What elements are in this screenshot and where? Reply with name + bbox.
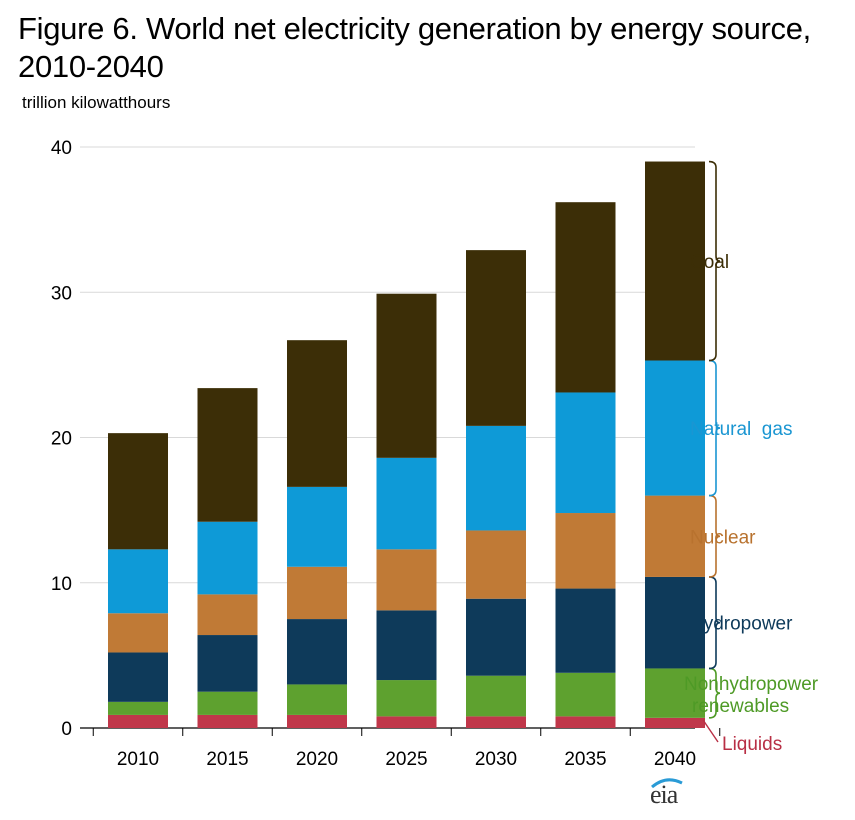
x-tick-label: 2035: [564, 749, 606, 770]
series-label-nuclear: Nuclear: [690, 527, 756, 548]
bar-segment-coal: [645, 161, 705, 361]
bar-segment-nuclear: [645, 495, 705, 577]
bar-segment-nonhydropower-renewables: [466, 675, 526, 717]
y-tick-label: 10: [51, 574, 72, 595]
bar-segment-natural-gas: [287, 486, 347, 567]
series-label-coal: Coal: [690, 252, 729, 273]
bar-segment-nonhydropower-renewables: [197, 691, 258, 715]
brace-hydropower: [708, 576, 721, 670]
x-tick-label: 2040: [654, 749, 696, 770]
bar-segment-natural-gas: [376, 457, 437, 550]
bar-segment-nonhydropower-renewables: [287, 684, 347, 715]
bar-segment-hydropower: [287, 619, 347, 685]
bar-segment-coal: [466, 250, 526, 426]
bar-segment-nonhydropower-renewables: [376, 680, 437, 717]
bar-segment-hydropower: [466, 598, 526, 676]
brace-coal: [708, 160, 721, 362]
bar-segment-nuclear: [376, 549, 437, 611]
eia-logo-swoosh-icon: [651, 778, 683, 789]
bar-segment-coal: [197, 388, 258, 522]
y-tick-label: 20: [51, 429, 72, 450]
bar-segment-natural-gas: [466, 425, 526, 531]
x-tick-label: 2025: [385, 749, 427, 770]
series-label-hydropower: Hydropower: [690, 614, 793, 635]
bar-segment-coal: [376, 293, 437, 458]
bar-segment-nuclear: [466, 530, 526, 599]
series-label-liquids: Liquids: [722, 734, 782, 755]
y-tick-label: 30: [51, 283, 72, 304]
bar-segment-natural-gas: [108, 549, 168, 614]
bar-segment-hydropower: [555, 588, 616, 673]
bar-segment-hydropower: [108, 652, 168, 702]
bar-segment-liquids: [645, 717, 705, 728]
series-label-nonhydropower-renewables-line2: renewables: [692, 696, 789, 717]
bar-segment-coal: [108, 433, 168, 550]
liquids-leader-line: [702, 719, 719, 743]
y-tick-label: 0: [61, 719, 72, 740]
bar-segment-liquids: [466, 716, 526, 728]
bar-segment-hydropower: [197, 635, 258, 692]
bar-segment-liquids: [197, 714, 258, 728]
bar-segment-liquids: [287, 714, 347, 728]
bar-segment-nuclear: [108, 613, 168, 653]
y-axis-unit-label: trillion kilowatthours: [22, 93, 171, 112]
x-tick-label: 2015: [206, 749, 248, 770]
series-label-natural-gas: Natural gas: [690, 419, 792, 440]
x-tick-label: 2010: [117, 749, 159, 770]
bar-segment-liquids: [555, 716, 616, 728]
x-tick-label: 2020: [296, 749, 338, 770]
bar-segment-liquids: [376, 716, 437, 728]
bar-segment-liquids: [108, 714, 168, 728]
bar-segment-hydropower: [645, 576, 705, 669]
brace-nuclear: [708, 494, 721, 578]
bar-segment-nuclear: [197, 594, 258, 636]
bar-segment-nuclear: [287, 566, 347, 620]
bar-segment-natural-gas: [645, 360, 705, 496]
series-label-nonhydropower-renewables: Nonhydropower: [684, 674, 819, 695]
bar-segment-coal: [287, 340, 347, 487]
bar-segment-nonhydropower-renewables: [555, 672, 616, 717]
y-tick-label: 40: [51, 138, 72, 159]
bar-segment-nuclear: [555, 513, 616, 589]
bar-segment-natural-gas: [197, 521, 258, 595]
brace-nonhydropower-renewables: [708, 667, 721, 719]
brace-natural-gas: [708, 359, 721, 497]
bar-segment-nonhydropower-renewables: [108, 701, 168, 715]
bar-segment-natural-gas: [555, 392, 616, 514]
bar-segment-hydropower: [376, 610, 437, 681]
bar-segment-coal: [555, 202, 616, 393]
bar-segment-nonhydropower-renewables: [645, 668, 705, 718]
x-tick-label: 2030: [475, 749, 517, 770]
chart-title: Figure 6. World net electricity generati…: [18, 11, 811, 84]
